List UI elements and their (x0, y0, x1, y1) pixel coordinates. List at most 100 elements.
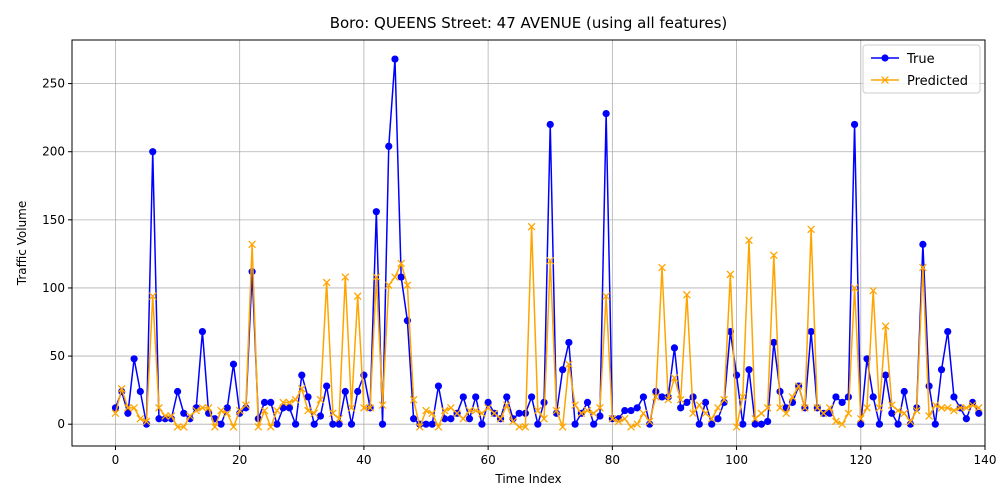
point-true (677, 404, 685, 412)
point-predicted (291, 395, 300, 404)
point-predicted (235, 406, 244, 415)
point-predicted (279, 398, 288, 407)
point-true (950, 393, 958, 401)
point-predicted (540, 414, 548, 423)
point-true (689, 393, 697, 401)
series-markers-predicted (111, 222, 983, 431)
point-predicted (422, 406, 430, 415)
point-predicted (210, 423, 219, 431)
point-predicted (850, 284, 859, 292)
point-predicted (546, 256, 555, 265)
point-true (925, 382, 933, 390)
point-predicted (148, 292, 157, 300)
point-predicted (217, 406, 225, 415)
point-predicted (962, 403, 971, 412)
point-predicted (856, 414, 865, 423)
point-predicted (950, 406, 958, 415)
point-true (937, 366, 946, 374)
point-predicted (670, 374, 679, 382)
point-true (267, 398, 275, 407)
point-true (590, 420, 598, 428)
point-true (155, 415, 163, 423)
point-predicted (471, 406, 480, 415)
point-true (559, 366, 567, 374)
point-predicted (974, 403, 983, 412)
point-true (248, 268, 256, 276)
point-true (447, 415, 455, 423)
point-predicted (788, 393, 797, 401)
point-predicted (496, 414, 505, 423)
point-predicted (627, 423, 635, 431)
point-predicted (602, 292, 610, 300)
point-true (316, 412, 325, 420)
point-true (385, 142, 393, 150)
point-true (838, 398, 846, 407)
point-true (714, 415, 722, 423)
point-predicted (335, 414, 343, 423)
point-predicted (229, 423, 238, 431)
point-predicted (130, 403, 138, 412)
point-predicted (266, 423, 275, 431)
x-tick-label: 40 (356, 453, 371, 467)
point-true (565, 338, 573, 347)
point-predicted (919, 263, 927, 272)
point-predicted (863, 403, 871, 412)
point-true (900, 387, 908, 396)
y-tick-label: 0 (57, 417, 65, 431)
point-predicted (478, 409, 486, 418)
point-predicted (838, 420, 847, 429)
point-predicted (943, 403, 952, 412)
point-predicted (198, 403, 207, 412)
point-predicted (124, 403, 132, 412)
x-tick-label: 20 (232, 453, 247, 467)
point-predicted (925, 412, 933, 420)
point-predicted (533, 406, 542, 415)
point-true (472, 393, 480, 401)
point-true (180, 409, 188, 417)
point-true (136, 387, 144, 396)
point-true (633, 404, 641, 412)
x-axis-label: Time Index (494, 472, 561, 486)
point-predicted (360, 403, 368, 412)
point-true (962, 415, 970, 423)
point-predicted (248, 240, 256, 249)
legend-box (862, 44, 981, 94)
y-tick-label: 250 (42, 77, 65, 91)
point-true (571, 420, 579, 428)
point-predicted (807, 225, 815, 234)
point-true (478, 420, 486, 428)
point-predicted (515, 423, 524, 431)
point-true (807, 327, 815, 336)
point-predicted (304, 406, 312, 415)
point-true (434, 382, 443, 390)
point-predicted (937, 403, 946, 412)
point-true (757, 420, 766, 428)
point-predicted (453, 409, 461, 418)
point-predicted (465, 406, 474, 415)
point-predicted (155, 403, 163, 412)
point-predicted (732, 423, 741, 431)
axis-ticks: 0 20 40 60 80 100 120 140 0 50 100 150 200 250 (42, 77, 996, 467)
point-predicted (776, 403, 784, 412)
point-true (335, 420, 343, 428)
point-true (583, 398, 592, 407)
point-true (484, 398, 492, 407)
point-true (298, 371, 306, 379)
point-predicted (620, 414, 629, 423)
point-predicted (490, 409, 499, 418)
point-predicted (161, 412, 170, 420)
point-predicted (658, 263, 666, 272)
point-predicted (204, 403, 213, 412)
point-true (229, 360, 238, 368)
point-true (304, 393, 312, 401)
point-predicted (565, 360, 573, 369)
point-predicted (825, 403, 834, 412)
point-true (683, 398, 691, 407)
point-predicted (707, 414, 716, 423)
point-predicted (912, 406, 921, 415)
point-predicted (689, 409, 697, 418)
point-predicted (832, 417, 840, 426)
point-predicted (521, 423, 530, 431)
x-tick-label: 60 (480, 453, 495, 467)
